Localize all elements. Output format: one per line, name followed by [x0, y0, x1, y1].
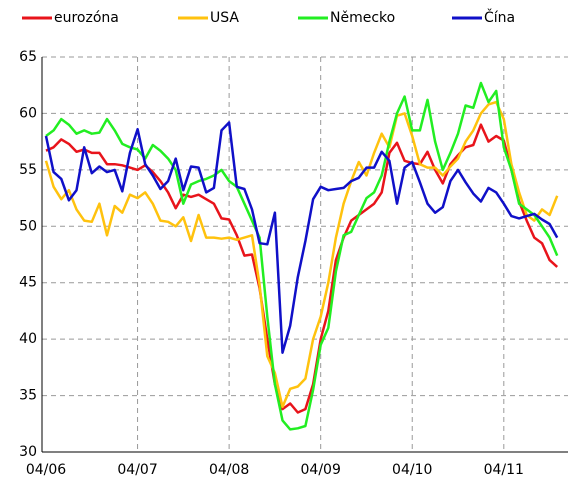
x-tick-label: 04/10 — [392, 462, 432, 478]
series-line — [44, 100, 559, 409]
y-tick-label: 30 — [19, 444, 37, 460]
y-tick-label: 55 — [19, 162, 37, 178]
x-tick-label: 04/06 — [26, 462, 66, 478]
y-tick-label: 40 — [19, 331, 37, 347]
series-line — [44, 121, 559, 354]
x-tick-label: 04/11 — [484, 462, 524, 478]
legend-label: eurozóna — [54, 10, 119, 26]
y-tick-label: 60 — [19, 105, 37, 121]
legend-label: USA — [210, 10, 239, 26]
y-tick-label: 45 — [19, 275, 37, 291]
series-line — [45, 123, 559, 414]
legend-label: Německo — [330, 10, 395, 26]
y-tick-label: 50 — [19, 218, 37, 234]
legend-label: Čína — [484, 8, 515, 26]
y-tick-label: 65 — [19, 49, 37, 65]
x-tick-label: 04/07 — [117, 462, 157, 478]
x-tick-label: 04/09 — [301, 462, 341, 478]
y-tick-label: 35 — [19, 388, 37, 404]
x-tick-label: 04/08 — [209, 462, 249, 478]
